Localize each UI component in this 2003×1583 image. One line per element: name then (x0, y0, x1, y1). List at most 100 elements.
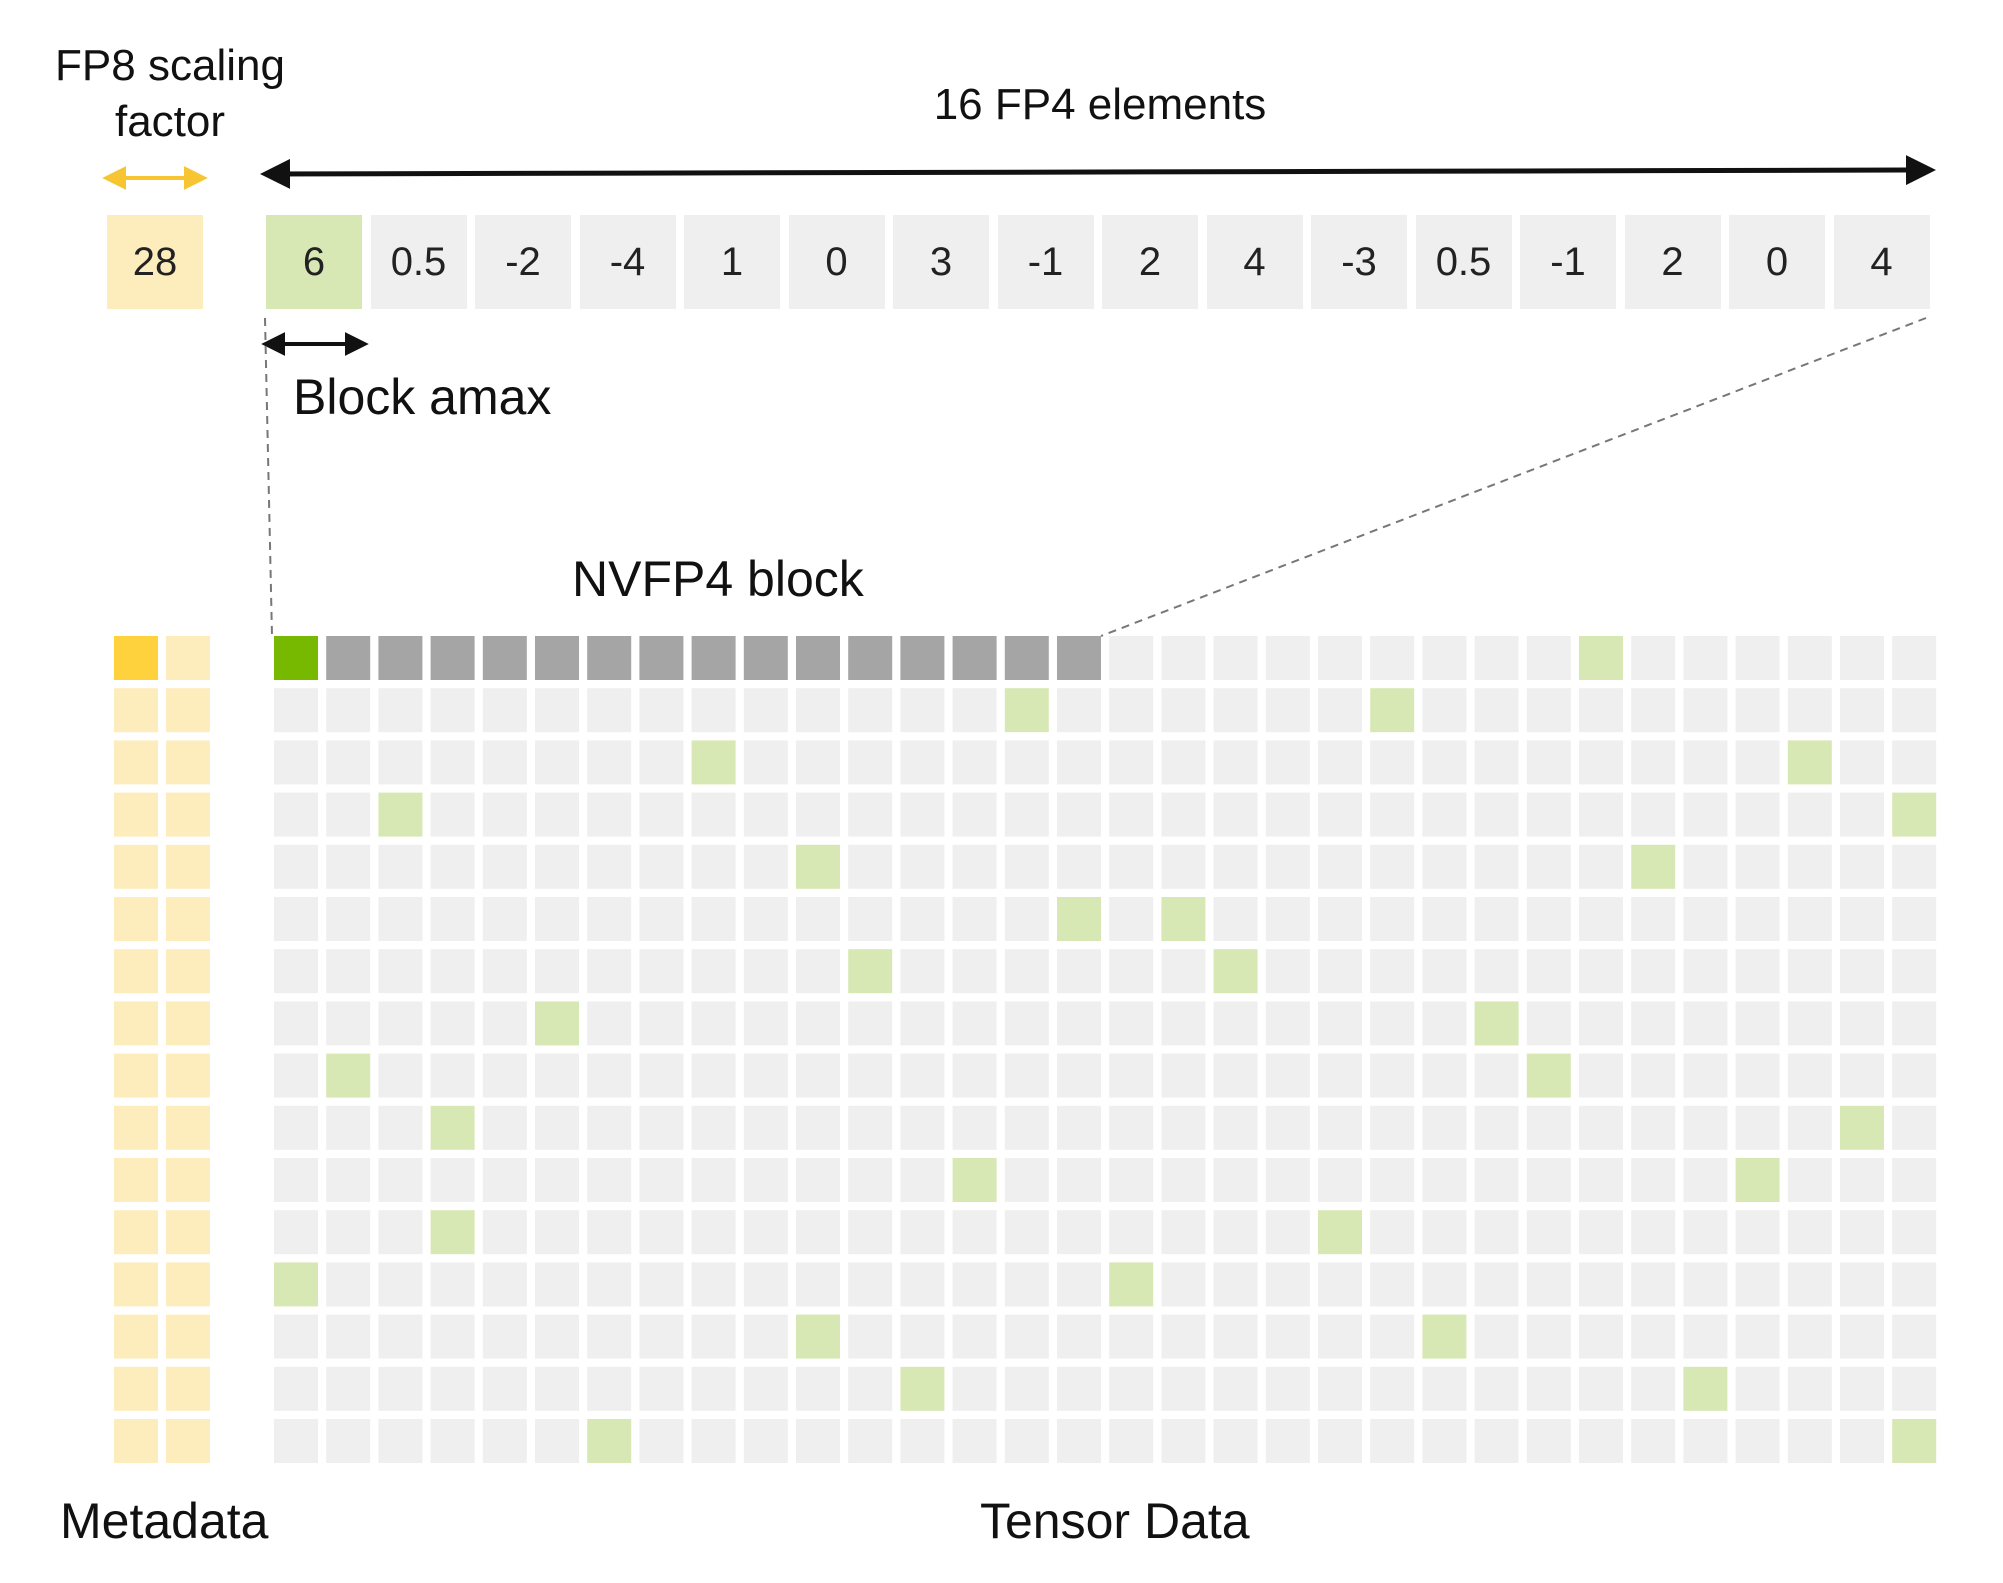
tensor-cell (1735, 1001, 1780, 1046)
tensor-cell (378, 1053, 423, 1098)
tensor-cell (1787, 688, 1832, 733)
nvfp4-block-cell (535, 636, 579, 680)
tensor-cell (952, 1419, 997, 1463)
tensor-cell (1370, 636, 1415, 680)
tensor-cell (900, 1158, 945, 1202)
tensor-cell (430, 688, 475, 733)
tensor-cell (430, 1262, 475, 1307)
tensor-cell (1213, 1262, 1258, 1307)
tensor-cell (691, 688, 736, 733)
tensor-cell (1683, 1314, 1728, 1359)
tensor-cell-highlight (587, 1419, 632, 1463)
tensor-cell (587, 844, 632, 889)
tensor-cell (1004, 1366, 1049, 1411)
tensor-cell (1004, 1419, 1049, 1463)
metadata-cell (114, 688, 158, 733)
tensor-cell (1892, 1314, 1937, 1359)
tensor-cell (1109, 844, 1154, 889)
tensor-cell (952, 792, 997, 837)
tensor-cell (796, 1158, 840, 1202)
tensor-cell (743, 1105, 788, 1150)
tensor-cell (1735, 1053, 1780, 1098)
fp4-element: -3 (1311, 215, 1407, 309)
tensor-cell (1213, 897, 1258, 941)
metadata-cell (114, 1053, 158, 1098)
tensor-cell (587, 1262, 632, 1307)
tensor-cell (639, 1262, 684, 1307)
metadata-cell (166, 1262, 210, 1307)
tensor-cell (587, 688, 632, 733)
tensor-cell (1787, 844, 1832, 889)
tensor-cell (482, 1314, 527, 1359)
tensor-cell (1787, 949, 1832, 994)
tensor-cell (1265, 897, 1310, 941)
tensor-cell (1735, 636, 1780, 680)
tensor-cell (900, 1105, 945, 1150)
tensor-cell (1526, 1366, 1571, 1411)
tensor-cell (587, 1105, 632, 1150)
tensor-cell (1787, 897, 1832, 941)
tensor-cell (274, 1001, 318, 1046)
tensor-cell (1787, 1053, 1832, 1098)
tensor-cell (587, 1053, 632, 1098)
tensor-cell (535, 1419, 579, 1463)
nvfp4-block-cell (639, 636, 684, 680)
tensor-cell (1057, 740, 1101, 785)
tensor-cell (326, 1210, 371, 1255)
tensor-cell-highlight (535, 1001, 579, 1046)
tensor-cell (430, 740, 475, 785)
tensor-cell (430, 1053, 475, 1098)
tensor-cell (482, 740, 527, 785)
metadata-cell (114, 792, 158, 837)
tensor-cell (1787, 1105, 1832, 1150)
tensor-cell (1787, 1419, 1832, 1463)
tensor-cell (1735, 1210, 1780, 1255)
tensor-cell (274, 1366, 318, 1411)
tensor-cell (378, 1158, 423, 1202)
tensor-cell (1526, 897, 1571, 941)
tensor-cell-highlight (1787, 740, 1832, 785)
tensor-cell (1631, 1158, 1676, 1202)
tensor-cell (1265, 949, 1310, 994)
tensor-cell (1422, 1158, 1467, 1202)
tensor-cell (535, 792, 579, 837)
tensor-cell (639, 1001, 684, 1046)
fp4-element: -1 (997, 215, 1094, 309)
tensor-cell (1265, 740, 1310, 785)
tensor-cell (900, 792, 945, 837)
tensor-data-grid (274, 636, 1937, 1463)
tensor-cell (796, 688, 840, 733)
tensor-cell (1265, 1105, 1310, 1150)
tensor-cell (1109, 1210, 1154, 1255)
tensor-cell (274, 1105, 318, 1150)
tensor-cell (743, 949, 788, 994)
tensor-cell (691, 1053, 736, 1098)
tensor-cell (743, 1419, 788, 1463)
tensor-cell (848, 844, 893, 889)
tensor-cell (1526, 949, 1571, 994)
tensor-cell (1004, 1001, 1049, 1046)
tensor-cell (1004, 844, 1049, 889)
metadata-cell (166, 1210, 210, 1255)
metadata-cell (114, 844, 158, 889)
tensor-cell (848, 1419, 893, 1463)
tensor-cell (1318, 1419, 1362, 1463)
tensor-cell (535, 949, 579, 994)
tensor-cell (1318, 688, 1362, 733)
tensor-cell-highlight (430, 1210, 475, 1255)
tensor-cell (482, 1210, 527, 1255)
fp4-element: 0 (1729, 215, 1825, 309)
tensor-cell (1213, 688, 1258, 733)
tensor-cell (1161, 636, 1206, 680)
fp4-element: 2 (1624, 215, 1721, 309)
tensor-cell (900, 1314, 945, 1359)
tensor-cell (639, 1366, 684, 1411)
tensor-cell (1526, 1262, 1571, 1307)
tensor-cell (1422, 1366, 1467, 1411)
tensor-cell (900, 844, 945, 889)
nvfp4-block-cell (1004, 636, 1049, 680)
tensor-cell (587, 1001, 632, 1046)
tensor-cell (587, 1210, 632, 1255)
scaling-factor-title: FP8 scaling factor (55, 41, 285, 146)
tensor-cell (1161, 740, 1206, 785)
